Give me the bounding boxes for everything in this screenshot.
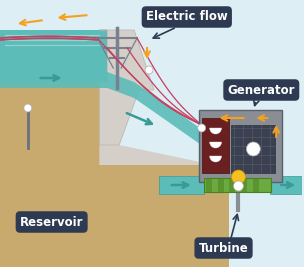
Text: Generator: Generator: [227, 84, 295, 96]
Circle shape: [145, 66, 153, 74]
Circle shape: [231, 170, 245, 184]
FancyBboxPatch shape: [206, 178, 212, 192]
Wedge shape: [210, 156, 222, 162]
Circle shape: [198, 124, 206, 132]
Polygon shape: [99, 145, 229, 180]
Circle shape: [246, 142, 260, 156]
Polygon shape: [0, 30, 107, 82]
FancyBboxPatch shape: [253, 178, 259, 192]
FancyBboxPatch shape: [202, 118, 230, 173]
FancyBboxPatch shape: [199, 110, 282, 182]
Polygon shape: [0, 82, 107, 267]
FancyBboxPatch shape: [159, 176, 204, 194]
Text: Electric flow: Electric flow: [146, 10, 228, 23]
FancyBboxPatch shape: [204, 178, 271, 192]
Text: Turbine: Turbine: [199, 241, 248, 254]
Wedge shape: [210, 128, 222, 134]
Text: Reservoir: Reservoir: [20, 215, 83, 229]
FancyBboxPatch shape: [241, 178, 247, 192]
FancyBboxPatch shape: [230, 178, 236, 192]
Circle shape: [24, 104, 32, 112]
Polygon shape: [99, 30, 154, 145]
Circle shape: [233, 181, 244, 191]
FancyBboxPatch shape: [218, 178, 223, 192]
Wedge shape: [210, 142, 222, 148]
Polygon shape: [0, 72, 229, 164]
FancyBboxPatch shape: [270, 176, 302, 194]
FancyBboxPatch shape: [231, 125, 275, 173]
Polygon shape: [0, 165, 229, 267]
